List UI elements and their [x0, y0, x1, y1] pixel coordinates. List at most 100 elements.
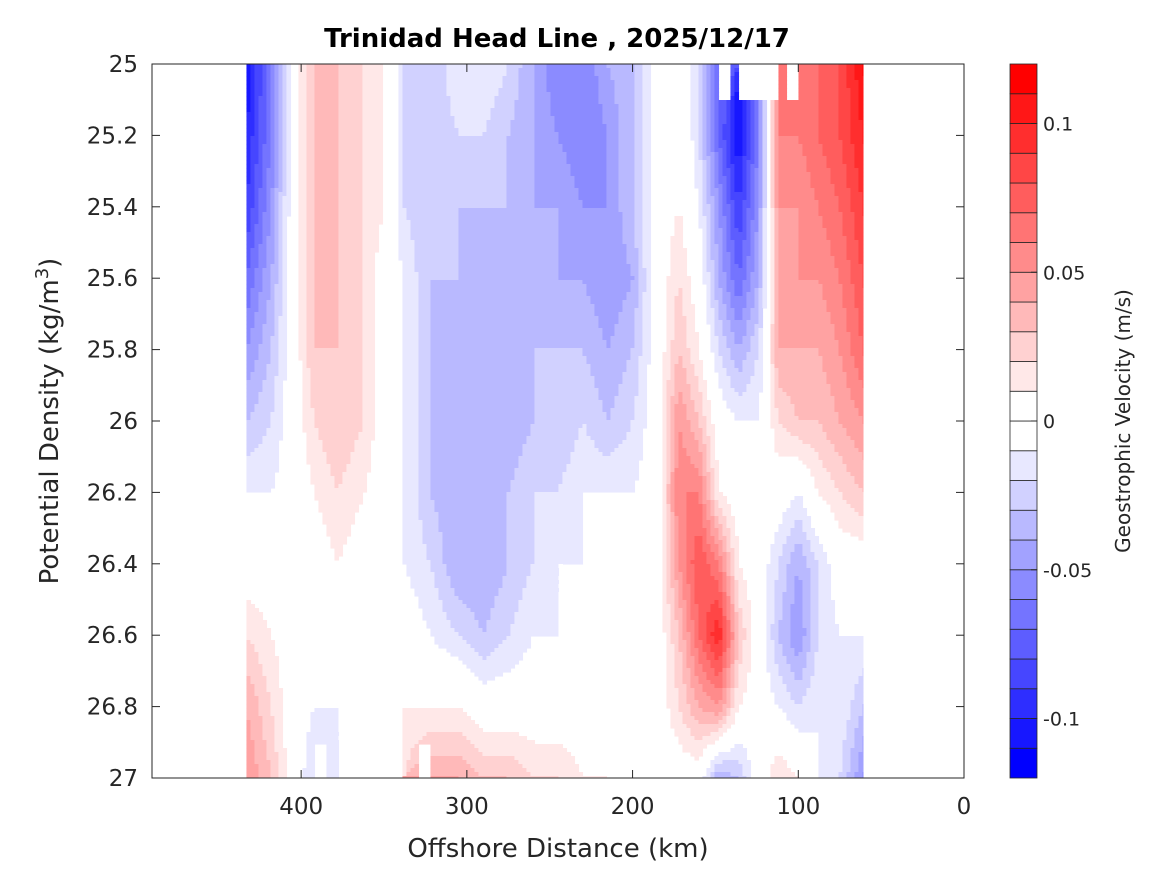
contour-cell [686, 568, 696, 573]
contour-cell [730, 356, 748, 361]
contour-cell [254, 80, 264, 85]
contour-cell [518, 84, 536, 89]
contour-cell [754, 212, 760, 217]
contour-cell [810, 600, 820, 605]
contour-cell [682, 572, 688, 577]
contour-cell [722, 228, 728, 233]
contour-cell [746, 184, 752, 189]
contour-cell [770, 352, 776, 357]
contour-cell [766, 668, 780, 673]
contour-cell [718, 640, 724, 645]
contour-cell [686, 448, 700, 453]
contour-cell [666, 512, 672, 517]
contour-cell [270, 88, 276, 93]
contour-cell [642, 296, 652, 301]
contour-cell [666, 344, 672, 349]
contour-cell [726, 568, 732, 573]
contour-cell [298, 324, 308, 329]
contour-cell [674, 588, 680, 593]
contour-cell [726, 516, 736, 521]
contour-cell [754, 372, 764, 377]
contour-cell [362, 244, 380, 249]
contour-cell [278, 196, 284, 201]
contour-cell [298, 216, 308, 221]
contour-cell [662, 368, 672, 373]
contour-cell [534, 364, 592, 369]
contour-cell [698, 132, 704, 137]
contour-cell [438, 524, 508, 529]
contour-cell [718, 168, 724, 173]
contour-cell [742, 648, 752, 653]
contour-cell [622, 212, 636, 217]
contour-cell [298, 116, 308, 121]
contour-cell [706, 416, 712, 421]
contour-cell [642, 172, 652, 177]
contour-cell [670, 524, 676, 529]
contour-cell [726, 180, 732, 185]
contour-cell [750, 180, 756, 185]
contour-cell [270, 204, 276, 209]
contour-cell [818, 104, 840, 109]
contour-cell [854, 144, 864, 149]
contour-cell [798, 416, 840, 421]
contour-cell [714, 484, 720, 489]
contour-cell [770, 328, 776, 333]
contour-cell [718, 560, 724, 565]
contour-cell [766, 648, 776, 653]
contour-cell [670, 440, 676, 445]
contour-cell [846, 328, 860, 333]
contour-cell [306, 72, 316, 77]
contour-cell [714, 524, 724, 529]
contour-cell [362, 396, 376, 401]
contour-cell [274, 200, 280, 205]
contour-cell [430, 484, 512, 489]
contour-cell [746, 324, 756, 329]
contour-cell [634, 112, 644, 117]
contour-cell [686, 616, 692, 621]
contour-cell [506, 172, 536, 177]
contour-cell [790, 692, 808, 697]
contour-cell [778, 212, 800, 217]
contour-cell [730, 528, 736, 533]
contour-cell [742, 392, 760, 397]
contour-cell [798, 92, 820, 97]
contour-cell [662, 608, 672, 613]
contour-cell [698, 116, 704, 121]
contour-cell [690, 652, 700, 657]
contour-cell [686, 644, 692, 649]
contour-cell [862, 276, 864, 281]
contour-cell [634, 212, 644, 217]
contour-cell [834, 324, 848, 329]
contour-cell [810, 548, 824, 553]
contour-cell [362, 232, 380, 237]
contour-cell [534, 408, 604, 413]
contour-cell [298, 176, 308, 181]
contour-cell [706, 560, 720, 565]
contour-cell [682, 652, 688, 657]
contour-cell [402, 348, 420, 353]
contour-cell [718, 600, 724, 605]
contour-cell [326, 460, 352, 465]
contour-cell [710, 528, 720, 533]
contour-cell [834, 328, 848, 333]
contour-cell [714, 96, 720, 101]
contour-cell [430, 316, 600, 321]
contour-cell [638, 296, 644, 301]
contour-cell [418, 280, 432, 285]
contour-cell [698, 612, 708, 617]
contour-cell [250, 84, 256, 89]
contour-cell [802, 528, 816, 533]
contour-cell [402, 308, 420, 313]
contour-cell [698, 604, 712, 609]
contour-cell [430, 372, 536, 377]
contour-cell [710, 604, 720, 609]
contour-cell [282, 120, 288, 125]
contour-cell [742, 204, 752, 209]
contour-cell [314, 160, 340, 165]
contour-cell [506, 548, 536, 553]
contour-cell [562, 148, 608, 153]
contour-cell [802, 608, 812, 613]
contour-cell [678, 540, 688, 545]
contour-cell [362, 164, 384, 169]
contour-cell [278, 364, 288, 369]
